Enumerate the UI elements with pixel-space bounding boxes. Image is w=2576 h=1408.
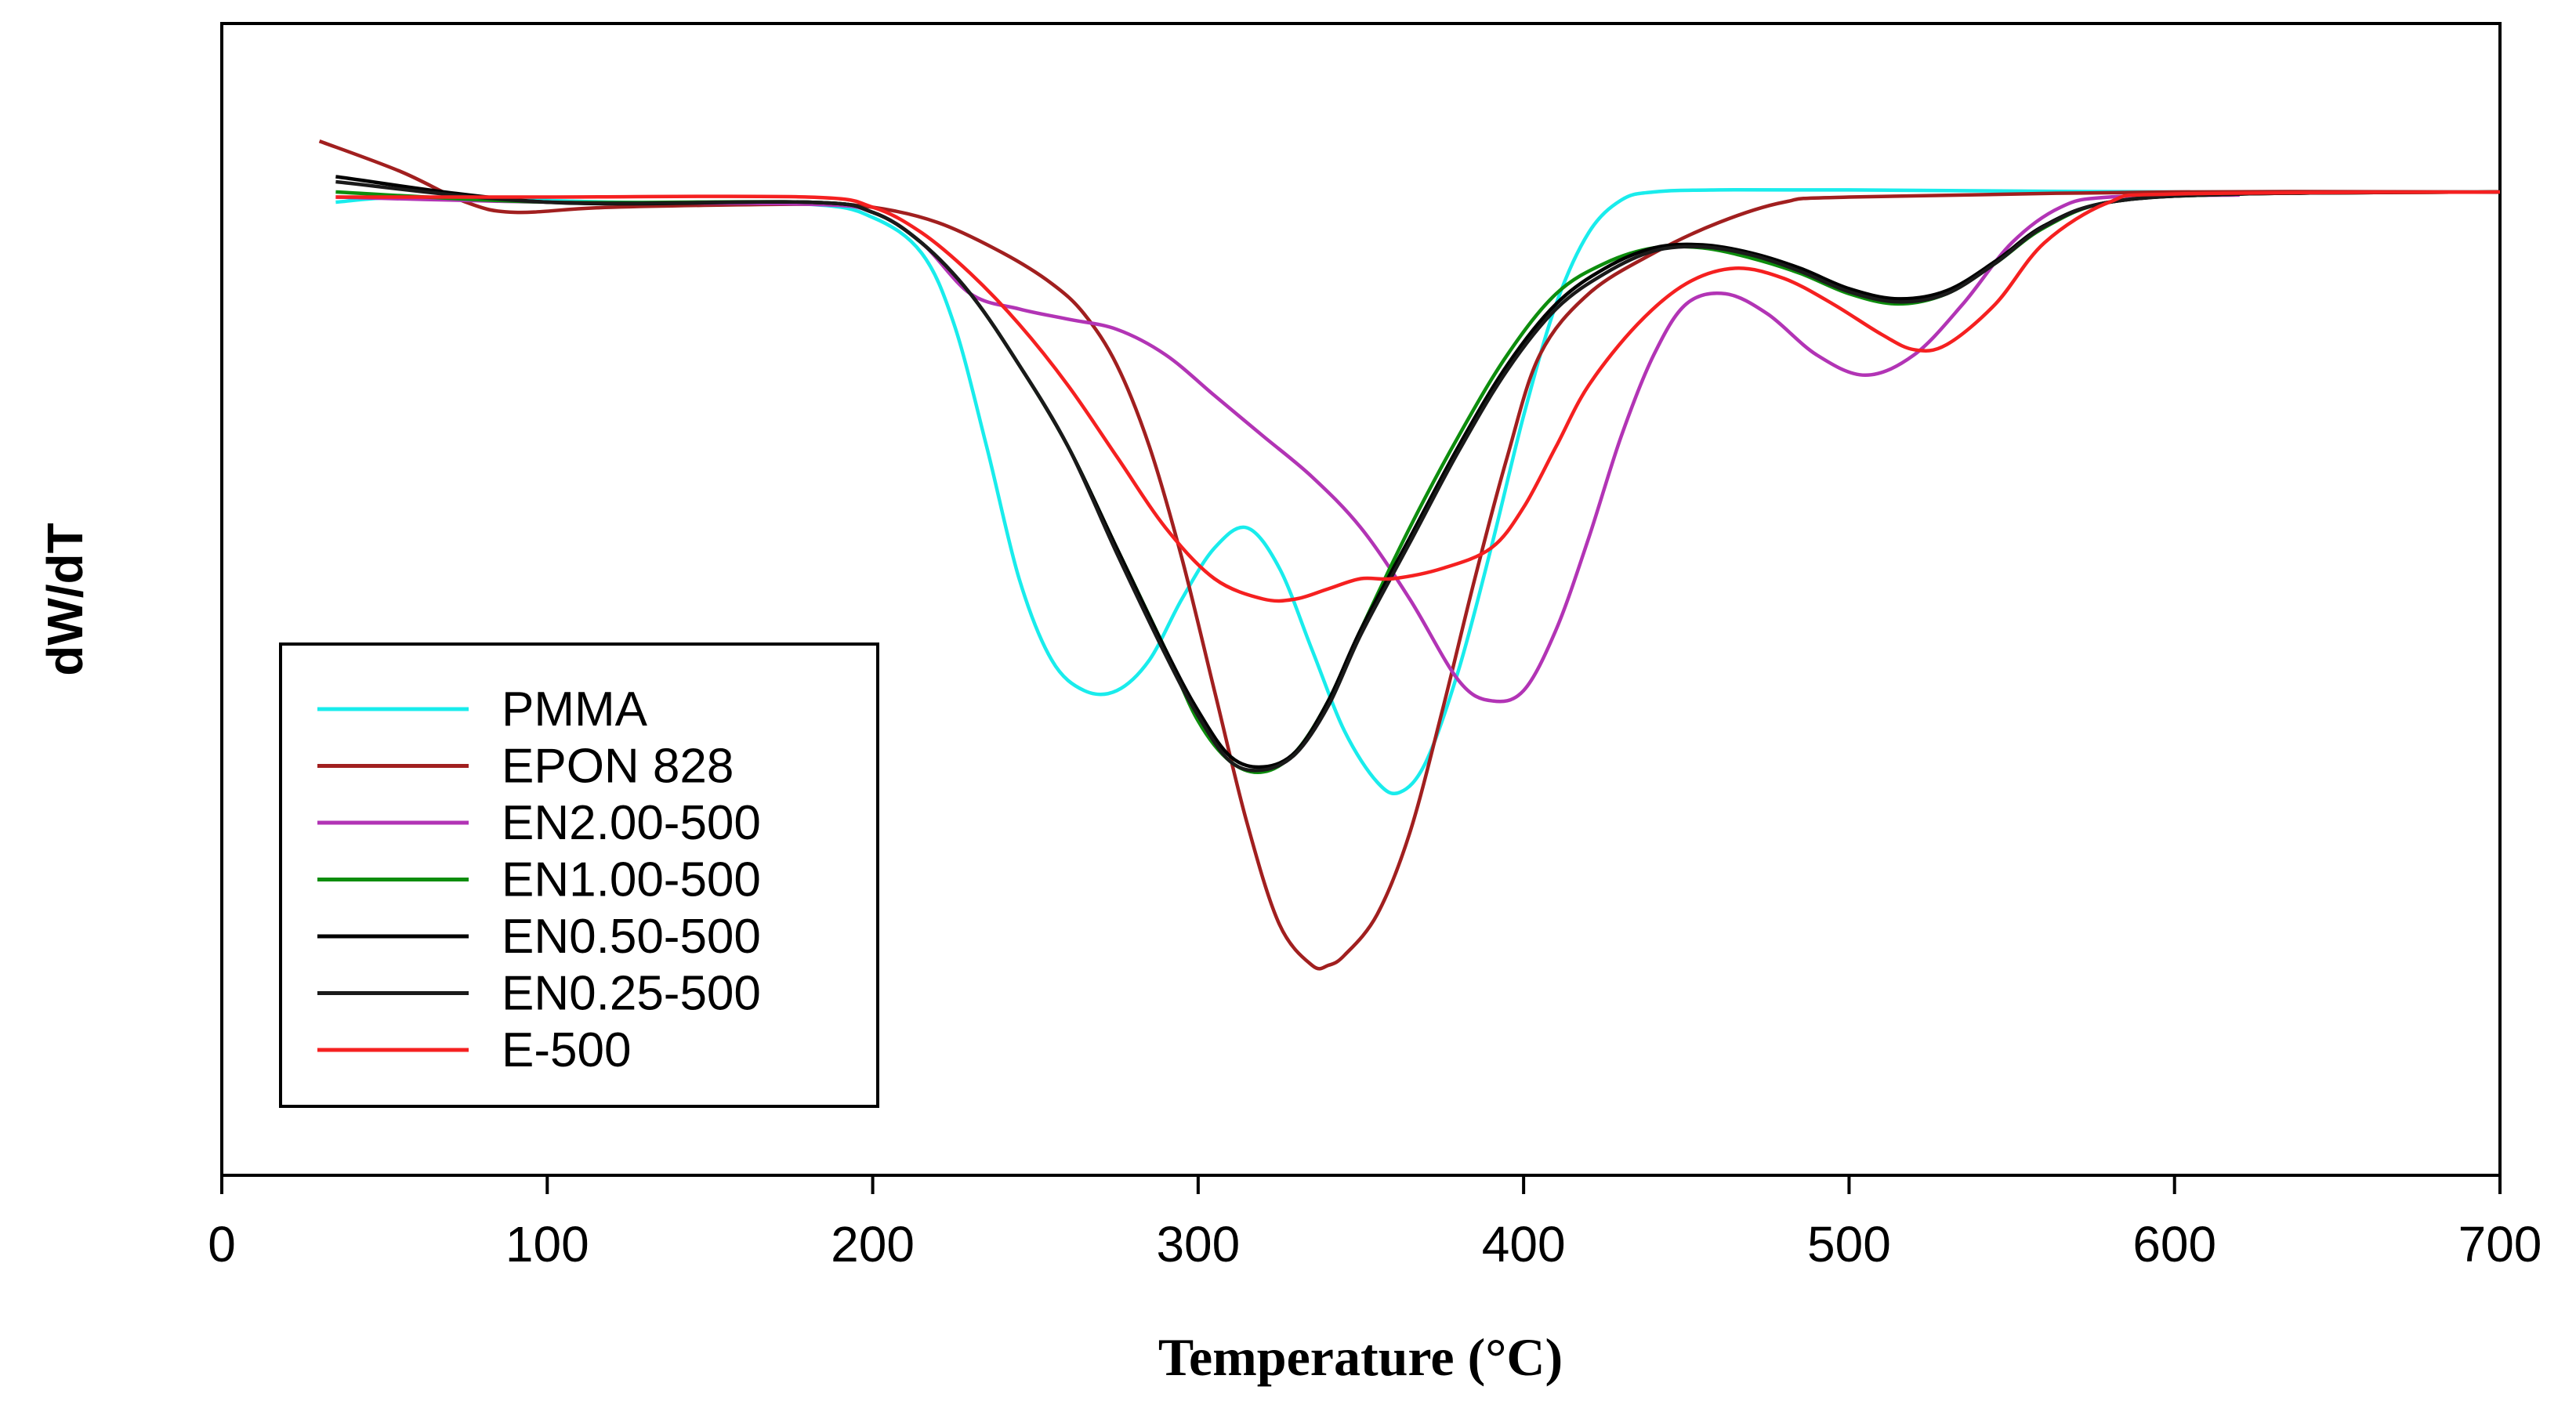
x-axis-ticks: 0 100 200 300 400 500 600 700 [208,1175,2542,1272]
legend-label: PMMA [502,682,648,737]
legend-label: EN0.25-500 [502,967,761,1021]
legend-item: EN0.25-500 [317,967,761,1021]
x-tick-label: 100 [505,1216,589,1272]
legend-label: EPON 828 [502,740,734,794]
x-tick-label: 0 [208,1216,236,1272]
x-tick-label: 200 [831,1216,915,1272]
legend-item: EPON 828 [317,740,734,794]
plot-frame [220,22,2502,1177]
series-line-e-500 [335,190,2501,603]
x-tick-label: 700 [2458,1216,2542,1272]
legend-label: EN2.00-500 [502,796,761,850]
legend-item: EN2.00-500 [317,796,761,850]
series-line-en2-00-500 [335,193,2240,704]
legend-item: PMMA [317,682,648,737]
x-tick-label: 400 [1482,1216,1566,1272]
series-line-en0-25-500 [335,179,2501,773]
legend-label: E-500 [502,1023,631,1077]
legend-label: EN1.00-500 [502,853,761,907]
legend-item: EN1.00-500 [317,853,761,907]
series-lines [318,139,2501,971]
legend-item: E-500 [317,1023,631,1077]
series-line-pmma [335,187,2501,796]
x-axis-label: Temperature (°C) [1158,1327,1563,1387]
x-tick-label: 500 [1807,1216,1891,1272]
legend-box [279,642,879,1108]
x-tick-label: 600 [2132,1216,2216,1272]
x-tick-label: 300 [1156,1216,1240,1272]
legend-label: EN0.50-500 [502,910,761,964]
legend-item: EN0.50-500 [317,910,761,964]
y-axis-label: dW/dT [37,523,93,675]
